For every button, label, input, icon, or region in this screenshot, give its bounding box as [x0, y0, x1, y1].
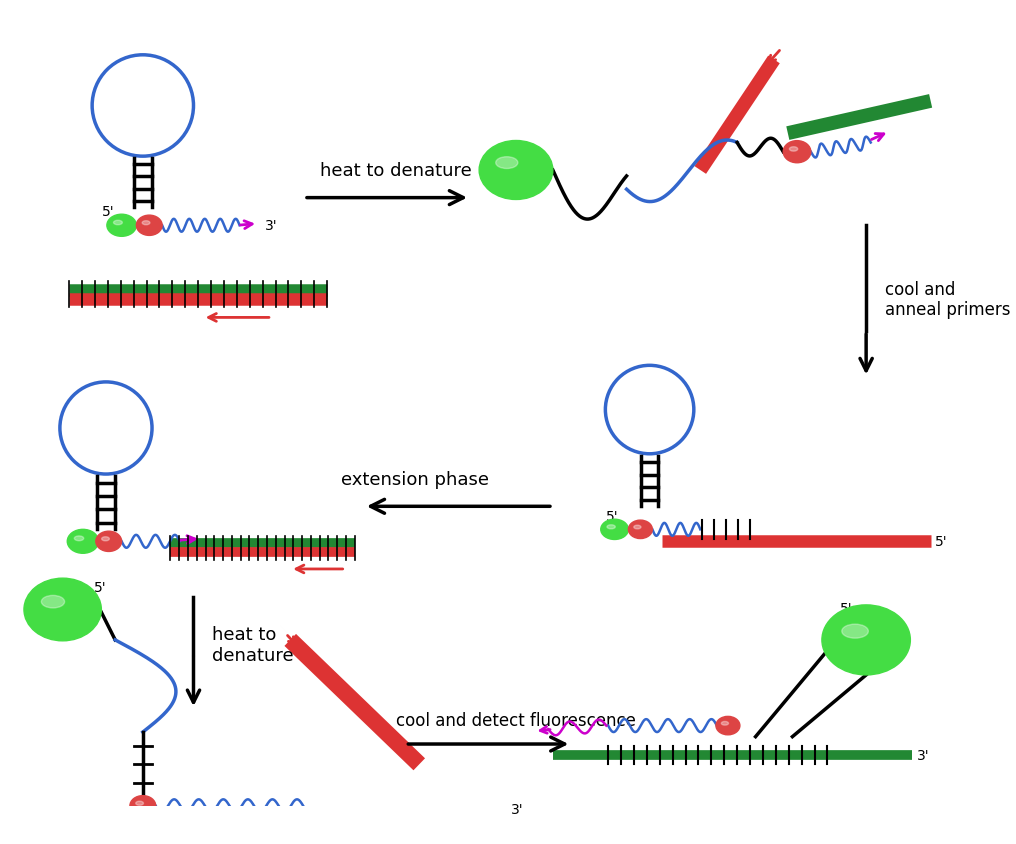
Ellipse shape — [629, 521, 652, 539]
Ellipse shape — [721, 722, 728, 725]
Ellipse shape — [130, 796, 155, 816]
Ellipse shape — [107, 215, 136, 237]
Ellipse shape — [142, 221, 150, 225]
Ellipse shape — [67, 530, 99, 554]
Ellipse shape — [789, 148, 798, 152]
Ellipse shape — [496, 158, 518, 170]
Text: 5': 5' — [94, 581, 107, 595]
Ellipse shape — [24, 578, 102, 641]
Text: 3': 3' — [265, 219, 278, 233]
Ellipse shape — [74, 536, 83, 541]
Ellipse shape — [607, 525, 616, 529]
Text: 5': 5' — [607, 509, 619, 523]
Text: 5': 5' — [936, 535, 948, 549]
Ellipse shape — [716, 717, 740, 735]
Text: 3': 3' — [916, 748, 930, 762]
Ellipse shape — [114, 221, 122, 225]
Ellipse shape — [136, 801, 143, 805]
Ellipse shape — [600, 520, 629, 540]
Text: cool and detect fluorescence: cool and detect fluorescence — [396, 711, 636, 729]
Ellipse shape — [842, 625, 869, 638]
Ellipse shape — [634, 526, 641, 529]
Text: cool and
anneal primers: cool and anneal primers — [885, 280, 1010, 319]
Text: heat to denature: heat to denature — [320, 162, 472, 180]
Ellipse shape — [96, 532, 122, 552]
Ellipse shape — [102, 537, 110, 541]
Text: heat to
denature: heat to denature — [212, 625, 294, 664]
Text: 5': 5' — [103, 205, 115, 219]
Ellipse shape — [136, 216, 163, 236]
Ellipse shape — [822, 605, 910, 675]
Ellipse shape — [783, 142, 811, 164]
Text: 3': 3' — [510, 803, 523, 816]
Ellipse shape — [480, 141, 553, 200]
Text: extension phase: extension phase — [340, 470, 489, 488]
Ellipse shape — [42, 596, 65, 609]
Text: 5': 5' — [840, 601, 853, 615]
